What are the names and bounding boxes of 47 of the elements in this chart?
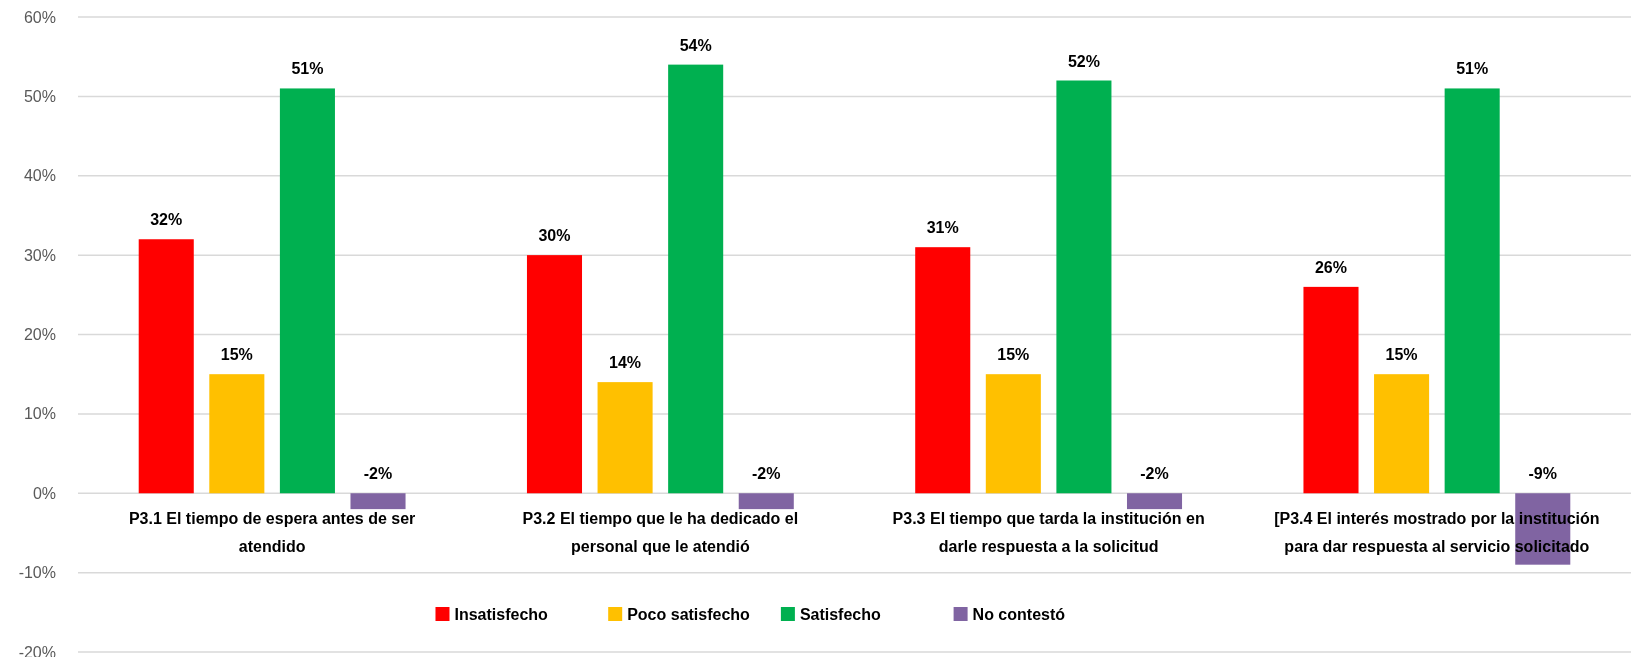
data-label: -2%: [1140, 465, 1169, 483]
data-label: 31%: [926, 219, 959, 237]
data-label: 52%: [1067, 52, 1100, 70]
x-tick-label: P3.1 El tiempo de espera antes de ser atendido: [128, 510, 416, 556]
bar: [279, 88, 335, 494]
bar: [138, 239, 194, 494]
y-tick-label: 20%: [23, 326, 56, 343]
bar: [209, 374, 265, 494]
bar: [1056, 80, 1112, 494]
data-label: 54%: [679, 36, 712, 54]
legend-label: Poco satisfecho: [627, 605, 751, 623]
data-label: 15%: [997, 346, 1030, 364]
y-tick-label: 50%: [23, 87, 56, 105]
bar: [1374, 374, 1430, 494]
data-label: 15%: [1385, 346, 1418, 364]
data-label: 26%: [1314, 258, 1347, 276]
bar: [668, 64, 724, 494]
bar: [985, 374, 1041, 494]
bar: [915, 247, 971, 494]
data-label: 14%: [609, 354, 642, 372]
x-tick-label: P3.2 El tiempo que le ha dedicado el personal que le atendió: [522, 510, 799, 556]
data-label: 51%: [1456, 60, 1489, 78]
y-tick-label: 0%: [32, 484, 56, 502]
legend-label: Satisfecho: [799, 605, 882, 623]
legend-label: Insatisfecho: [454, 605, 549, 623]
y-tick-label: 40%: [23, 167, 56, 185]
y-tick-label: 10%: [23, 405, 56, 423]
y-tick-label: -20%: [18, 643, 56, 657]
bar: [350, 493, 406, 510]
bar: [1444, 88, 1500, 494]
x-tick-label: P3.3 El tiempo que tarda la institución en darle respuesta a la solicitud: [892, 510, 1205, 556]
data-label: 30%: [538, 227, 571, 245]
data-label: -9%: [1528, 465, 1557, 483]
bar: [597, 382, 653, 494]
y-tick-label: 60%: [23, 8, 56, 26]
data-label: -2%: [363, 465, 393, 483]
y-tick-label: 30%: [23, 246, 56, 264]
bar: [1303, 286, 1359, 494]
bar: [738, 493, 794, 510]
data-label: -2%: [752, 465, 781, 483]
bar: [1126, 493, 1183, 510]
data-label: 51%: [291, 60, 324, 78]
bar: [526, 255, 583, 494]
data-label: 15%: [220, 346, 253, 364]
legend-label: No contestó: [972, 605, 1066, 623]
data-label: 32%: [150, 211, 183, 229]
y-tick-label: -10%: [18, 564, 56, 582]
